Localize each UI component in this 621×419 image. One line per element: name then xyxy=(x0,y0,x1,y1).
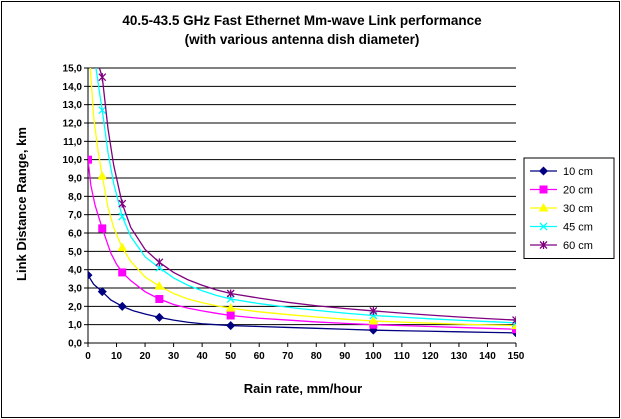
series-30-cm xyxy=(90,68,520,329)
legend-marker-20-cm xyxy=(540,186,547,193)
legend-label-20-cm: 20 cm xyxy=(563,185,593,197)
y-tick-label: 9,0 xyxy=(68,174,82,185)
x-tick-label: 20 xyxy=(140,351,152,362)
x-tick-label: 10 xyxy=(111,351,123,362)
y-tick-label: 10,0 xyxy=(63,155,83,166)
x-tick-label: 80 xyxy=(311,351,323,362)
plot-area: 0,0 1,0 2,0 3,0 4,0 5,0 6,0 7,0 8,0 9,0 10,0 11,0 12… xyxy=(63,64,525,363)
legend-label-10-cm: 10 cm xyxy=(563,166,593,178)
x-tick-label: 150 xyxy=(508,351,525,362)
data-point-10-cm xyxy=(156,314,164,322)
data-point-10-cm xyxy=(118,303,126,311)
y-tick-label: 14,0 xyxy=(63,82,83,93)
data-point-60-cm xyxy=(156,258,163,266)
data-point-60-cm xyxy=(99,73,106,81)
y-tick-label: 12,0 xyxy=(63,119,83,130)
data-point-20-cm xyxy=(227,312,234,319)
legend-label-45-cm: 45 cm xyxy=(563,222,593,234)
x-tick-label: 130 xyxy=(451,351,468,362)
data-point-30-cm xyxy=(118,244,126,251)
y-tick-label: 11,0 xyxy=(63,137,82,148)
x-tick-label: 110 xyxy=(394,351,411,362)
x-tick-label: 40 xyxy=(197,351,209,362)
y-tick-label: 6,0 xyxy=(68,229,82,240)
x-tick-label: 30 xyxy=(168,351,180,362)
y-tick-label: 15,0 xyxy=(63,64,83,75)
x-tick-label: 100 xyxy=(365,351,382,362)
y-tick-label: 3,0 xyxy=(68,284,82,295)
y-tick-label: 0,0 xyxy=(68,339,82,350)
chart-title: 40.5-43.5 GHz Fast Ethernet Mm-wave Link… xyxy=(122,13,482,28)
data-point-30-cm xyxy=(98,172,106,179)
data-point-20-cm xyxy=(156,296,163,303)
x-tick-label: 60 xyxy=(254,351,266,362)
y-axis-title: Link Distance Range, km xyxy=(14,127,29,281)
y-tick-label: 13,0 xyxy=(63,100,83,111)
data-point-20-cm xyxy=(99,225,106,232)
series-line-60-cm xyxy=(99,68,516,320)
y-tick-label: 8,0 xyxy=(68,192,82,203)
x-tick-label: 50 xyxy=(225,351,237,362)
y-tick-label: 5,0 xyxy=(68,247,82,258)
data-point-10-cm xyxy=(227,322,235,330)
y-tick-label: 4,0 xyxy=(68,265,82,276)
x-tick-label: 70 xyxy=(282,351,294,362)
chart-subtitle: (with various antenna dish diameter) xyxy=(185,32,420,47)
x-tick-label: 0 xyxy=(85,351,91,362)
legend-label-60-cm: 60 cm xyxy=(563,240,593,252)
data-point-60-cm xyxy=(119,200,126,208)
y-tick-label: 1,0 xyxy=(68,320,82,331)
data-point-10-cm xyxy=(84,271,92,279)
x-tick-label: 120 xyxy=(422,351,439,362)
y-tick-label: 2,0 xyxy=(68,302,82,313)
y-tick-label: 7,0 xyxy=(68,210,82,221)
data-point-20-cm xyxy=(119,269,126,276)
x-tick-label: 90 xyxy=(339,351,351,362)
legend: 10 cm 20 cm 30 cm 45 cm 60 cm xyxy=(524,158,614,259)
x-tick-label: 140 xyxy=(479,351,496,362)
data-point-30-cm xyxy=(155,282,163,289)
legend-label-30-cm: 30 cm xyxy=(563,203,593,215)
x-axis-title: Rain rate, mm/hour xyxy=(244,381,362,396)
